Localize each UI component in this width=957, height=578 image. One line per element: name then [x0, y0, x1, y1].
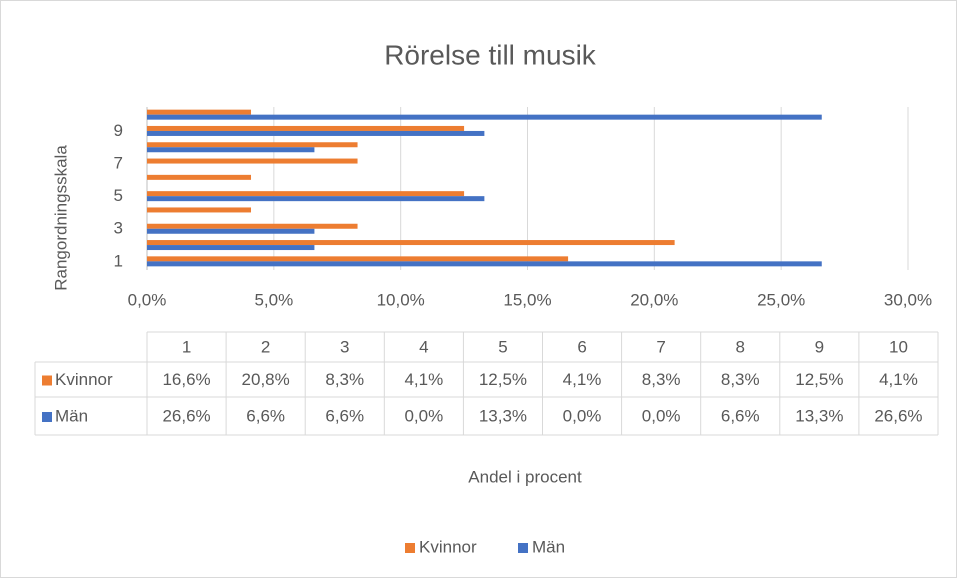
chart-title: Rörelse till musik	[384, 39, 597, 70]
bar	[147, 240, 675, 246]
table-row-label: Män	[55, 406, 88, 425]
y-tick-label: 3	[114, 219, 123, 238]
table-cell: 6,6%	[246, 406, 285, 425]
table-header: 8	[736, 337, 745, 356]
y-tick-label: 9	[114, 121, 123, 140]
bar	[147, 196, 485, 202]
legend-label: Män	[532, 537, 565, 556]
table-header: 3	[340, 337, 349, 356]
bar	[147, 223, 358, 229]
bar	[147, 114, 822, 120]
bar	[147, 191, 465, 197]
y-tick-label: 7	[114, 154, 123, 173]
table-header: 2	[261, 337, 270, 356]
x-tick-label: 5,0%	[254, 290, 293, 309]
bar	[147, 207, 252, 213]
bar	[147, 261, 822, 267]
x-tick-label: 30,0%	[884, 290, 932, 309]
table-cell: 4,1%	[563, 370, 602, 389]
x-tick-label: 10,0%	[377, 290, 425, 309]
table-header: 9	[815, 337, 824, 356]
table-cell: 4,1%	[404, 370, 443, 389]
table-header: 1	[182, 337, 191, 356]
bar	[147, 245, 315, 251]
y-tick-label: 5	[114, 186, 123, 205]
legend-swatch	[518, 543, 528, 553]
x-tick-label: 20,0%	[630, 290, 678, 309]
table-cell: 0,0%	[642, 406, 681, 425]
table-cell: 12,5%	[479, 370, 527, 389]
bar	[147, 130, 485, 136]
table-cell: 8,3%	[642, 370, 681, 389]
bar	[147, 174, 252, 180]
table-header: 7	[656, 337, 665, 356]
table-cell: 0,0%	[563, 406, 602, 425]
table-cell: 16,6%	[162, 370, 210, 389]
table-cell: 8,3%	[325, 370, 364, 389]
x-tick-label: 0,0%	[128, 290, 167, 309]
y-tick-label: 1	[114, 251, 123, 270]
legend-label: Kvinnor	[419, 537, 477, 556]
table-cell: 26,6%	[874, 406, 922, 425]
x-tick-label: 25,0%	[757, 290, 805, 309]
table-cell: 6,6%	[721, 406, 760, 425]
table-cell: 4,1%	[879, 370, 918, 389]
bar	[147, 125, 465, 131]
table-header: 10	[889, 337, 908, 356]
table-cell: 26,6%	[162, 406, 210, 425]
bar	[147, 109, 252, 115]
bar	[147, 158, 358, 164]
x-axis-title: Andel i procent	[468, 467, 582, 486]
bar	[147, 228, 315, 234]
x-tick-label: 15,0%	[503, 290, 551, 309]
table-header: 4	[419, 337, 428, 356]
table-cell: 6,6%	[325, 406, 364, 425]
legend-key	[42, 412, 52, 422]
table-cell: 20,8%	[242, 370, 290, 389]
y-axis-title: Rangordningsskala	[51, 145, 70, 291]
table-cell: 13,3%	[479, 406, 527, 425]
bar	[147, 147, 315, 153]
table-cell: 0,0%	[404, 406, 443, 425]
table-header: 5	[498, 337, 507, 356]
legend-swatch	[405, 543, 415, 553]
legend-key	[42, 375, 52, 386]
bar	[147, 256, 569, 262]
table-cell: 12,5%	[795, 370, 843, 389]
table-header: 6	[577, 337, 586, 356]
table-row-label: Kvinnor	[55, 370, 113, 389]
table-cell: 13,3%	[795, 406, 843, 425]
bar	[147, 142, 358, 148]
table-cell: 8,3%	[721, 370, 760, 389]
